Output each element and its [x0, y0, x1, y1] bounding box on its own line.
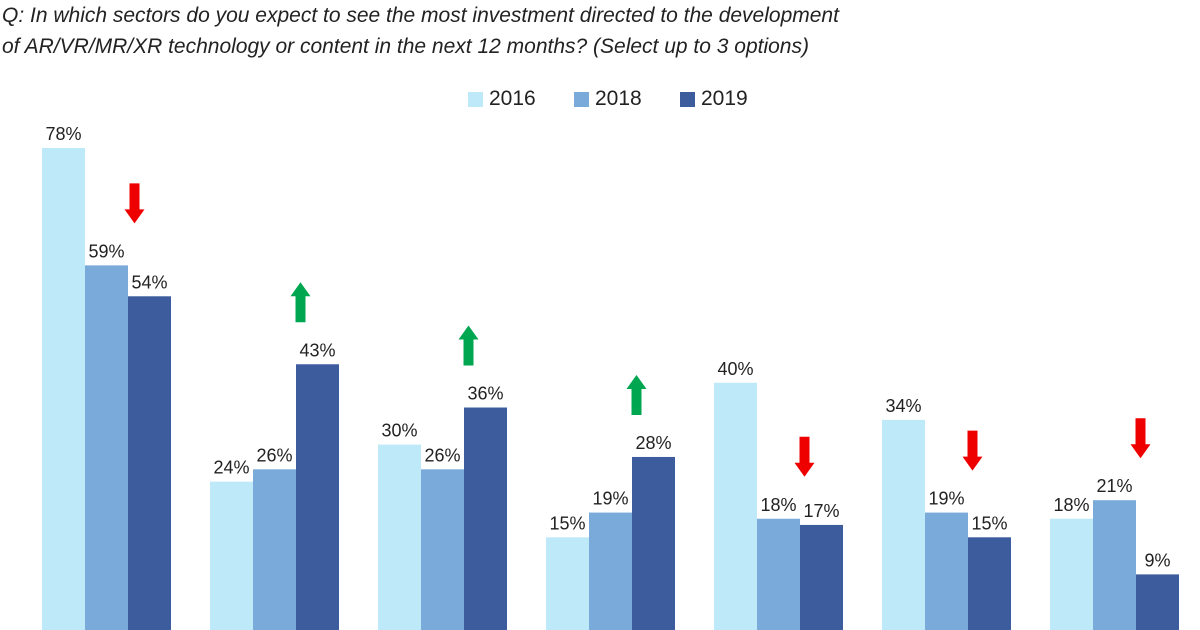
trend-arrow-down-icon-group-6 — [962, 430, 983, 471]
trend-arrow-down-icon-group-5 — [794, 436, 815, 477]
data-label-2016-group-4: 15% — [549, 513, 585, 533]
bar-2019-group-6 — [968, 537, 1011, 630]
bar-2019-group-7 — [1136, 574, 1179, 630]
bar-2016-group-6 — [882, 419, 925, 630]
bar-2019-group-4 — [632, 456, 675, 630]
data-label-2016-group-1: 78% — [45, 124, 81, 144]
bar-2016-group-1 — [42, 147, 85, 630]
data-label-2018-group-2: 26% — [256, 445, 292, 465]
data-label-2019-group-1: 54% — [131, 272, 167, 292]
data-label-2016-group-5: 40% — [717, 359, 753, 379]
bar-2016-group-3 — [378, 444, 421, 630]
bar-2016-group-4 — [546, 537, 589, 630]
bar-2018-group-4 — [589, 512, 632, 630]
trend-arrow-down-icon-group-1 — [124, 183, 145, 224]
legend-item-2018: 2018 — [574, 86, 642, 112]
question-line-2: of AR/VR/MR/XR technology or content in … — [2, 35, 809, 58]
data-label-2018-group-1: 59% — [88, 241, 124, 261]
trend-arrow-up-icon-group-3 — [458, 325, 479, 366]
data-label-2019-group-7: 9% — [1144, 550, 1170, 570]
data-label-2019-group-5: 17% — [803, 501, 839, 521]
legend-swatch-2019 — [680, 91, 695, 107]
bar-2016-group-2 — [210, 481, 253, 630]
bar-2016-group-5 — [714, 382, 757, 630]
bar-2018-group-1 — [85, 265, 128, 630]
bar-2019-group-2 — [296, 364, 339, 630]
question-title: Q: In which sectors do you expect to see… — [2, 0, 1192, 62]
data-label-2018-group-7: 21% — [1096, 476, 1132, 496]
bar-2016-group-7 — [1050, 518, 1093, 630]
legend-label-2019: 2019 — [701, 87, 748, 110]
trend-arrow-down-icon-group-7 — [1130, 418, 1151, 459]
question-line-1: Q: In which sectors do you expect to see… — [2, 4, 839, 27]
data-label-2019-group-3: 36% — [467, 384, 503, 404]
legend-item-2019: 2019 — [680, 86, 748, 112]
legend-swatch-2018 — [574, 91, 589, 107]
data-label-2019-group-2: 43% — [299, 340, 335, 360]
trend-arrow-up-icon-group-2 — [290, 282, 311, 323]
data-label-2016-group-7: 18% — [1053, 495, 1089, 515]
chart-legend: 2016 2018 2019 — [0, 86, 1200, 112]
bar-2019-group-1 — [128, 296, 171, 630]
legend-swatch-2016 — [468, 91, 483, 107]
data-label-2019-group-6: 15% — [971, 513, 1007, 533]
bar-2018-group-2 — [253, 469, 296, 630]
data-label-2016-group-3: 30% — [381, 421, 417, 441]
data-label-2016-group-6: 34% — [885, 396, 921, 416]
data-label-2018-group-6: 19% — [928, 489, 964, 509]
trend-arrow-up-icon-group-4 — [626, 374, 647, 415]
bar-2018-group-5 — [757, 518, 800, 630]
bar-2018-group-3 — [421, 469, 464, 630]
legend-item-2016: 2016 — [468, 86, 536, 112]
data-label-2019-group-4: 28% — [635, 433, 671, 453]
data-label-2016-group-2: 24% — [213, 458, 249, 478]
legend-label-2018: 2018 — [595, 87, 642, 110]
bar-2018-group-6 — [925, 512, 968, 630]
data-label-2018-group-3: 26% — [424, 445, 460, 465]
data-label-2018-group-4: 19% — [592, 489, 628, 509]
bar-2019-group-3 — [464, 407, 507, 630]
bar-2018-group-7 — [1093, 500, 1136, 630]
bar-2019-group-5 — [800, 524, 843, 630]
legend-label-2016: 2016 — [489, 87, 536, 110]
data-label-2018-group-5: 18% — [760, 495, 796, 515]
